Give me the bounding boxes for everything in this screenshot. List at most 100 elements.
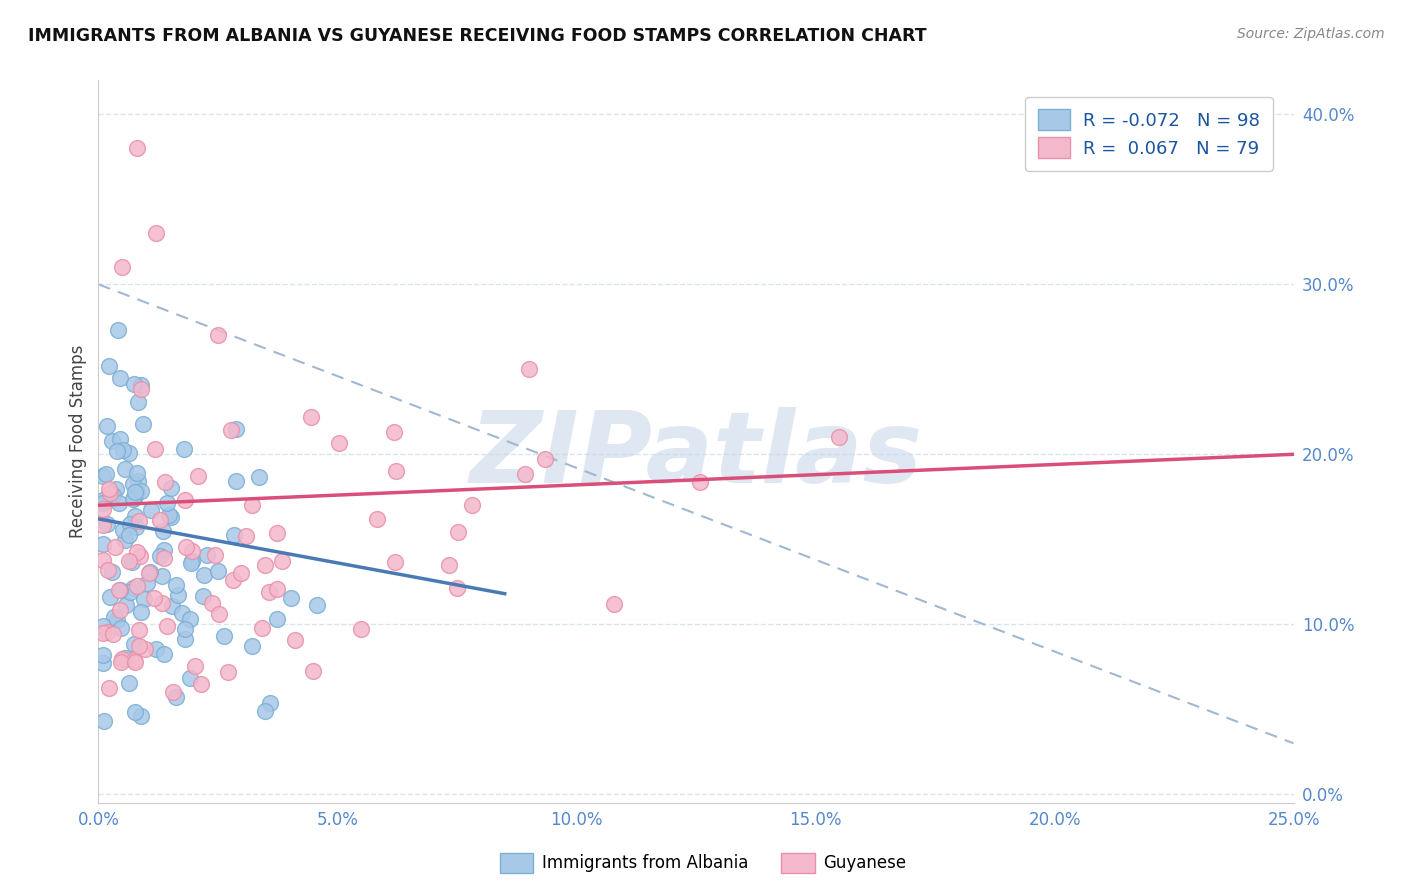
Point (124, 705, 146, 719)
Point (91, 492, 114, 507)
Point (225, 422, 247, 436)
Point (299, 410, 322, 425)
Point (122, 376, 145, 391)
Point (96, 419, 118, 434)
Point (97, 482, 120, 496)
Point (129, 382, 152, 396)
Point (122, 653, 145, 667)
Point (828, 430, 851, 444)
Point (149, 549, 172, 563)
Point (91, 625, 114, 640)
Point (160, 481, 183, 495)
Point (132, 417, 155, 432)
Point (91, 517, 114, 532)
Point (97, 359, 120, 373)
Point (138, 566, 160, 580)
Point (128, 514, 150, 528)
Point (217, 665, 239, 679)
Point (129, 483, 152, 498)
Point (103, 627, 125, 641)
Point (208, 607, 231, 622)
Point (184, 659, 207, 673)
Point (114, 533, 136, 548)
Point (91, 657, 114, 671)
Point (105, 444, 128, 458)
Point (91, 496, 114, 510)
Point (129, 709, 152, 723)
Point (103, 610, 125, 624)
Point (229, 566, 252, 580)
Point (121, 555, 143, 569)
Point (152, 550, 174, 565)
Point (118, 585, 141, 599)
Point (91, 648, 114, 662)
Point (172, 606, 194, 620)
Point (122, 477, 145, 491)
Point (103, 488, 125, 502)
Text: Source: ZipAtlas.com: Source: ZipAtlas.com (1237, 27, 1385, 41)
Point (603, 598, 626, 612)
Point (108, 496, 131, 510)
Point (160, 599, 183, 613)
Point (250, 621, 273, 635)
Point (301, 664, 323, 678)
Point (91, 468, 114, 483)
Point (101, 565, 124, 579)
Point (105, 483, 128, 497)
Point (122, 637, 145, 651)
Point (271, 554, 294, 568)
Point (284, 632, 307, 647)
Point (149, 512, 172, 526)
Point (108, 371, 131, 385)
Point (114, 650, 136, 665)
Point (98, 591, 121, 605)
Text: ZIPatlas: ZIPatlas (470, 408, 922, 505)
Point (91, 536, 114, 550)
Point (100, 434, 122, 449)
Point (212, 629, 235, 643)
Point (157, 508, 180, 523)
Point (122, 491, 145, 505)
Point (124, 508, 146, 523)
Point (221, 423, 243, 437)
Point (179, 671, 201, 685)
Point (124, 520, 146, 534)
Point (447, 525, 470, 540)
Point (222, 573, 245, 587)
Point (110, 622, 132, 636)
Point (225, 474, 247, 488)
Point (104, 540, 127, 554)
Point (266, 582, 288, 597)
Point (446, 581, 468, 595)
Point (247, 470, 270, 484)
Point (461, 499, 484, 513)
Point (517, 362, 540, 376)
Point (121, 492, 143, 507)
Point (127, 394, 149, 409)
Point (195, 549, 218, 563)
Point (98, 681, 121, 695)
Point (307, 598, 329, 612)
Point (153, 647, 176, 661)
Point (145, 641, 167, 656)
Point (515, 467, 537, 482)
Point (280, 591, 302, 605)
Point (120, 516, 142, 531)
Point (91, 619, 114, 633)
Legend: Immigrants from Albania, Guyanese: Immigrants from Albania, Guyanese (494, 847, 912, 880)
Point (143, 442, 166, 456)
Point (111, 260, 134, 275)
Point (174, 540, 197, 554)
Point (187, 468, 209, 483)
Point (96, 517, 118, 532)
Point (127, 579, 149, 593)
Point (366, 512, 388, 526)
Point (266, 526, 288, 541)
Point (132, 591, 155, 606)
Point (108, 603, 131, 617)
Point (173, 622, 195, 636)
Point (98, 486, 121, 500)
Point (181, 543, 204, 558)
Point (115, 599, 138, 613)
Point (112, 523, 135, 537)
